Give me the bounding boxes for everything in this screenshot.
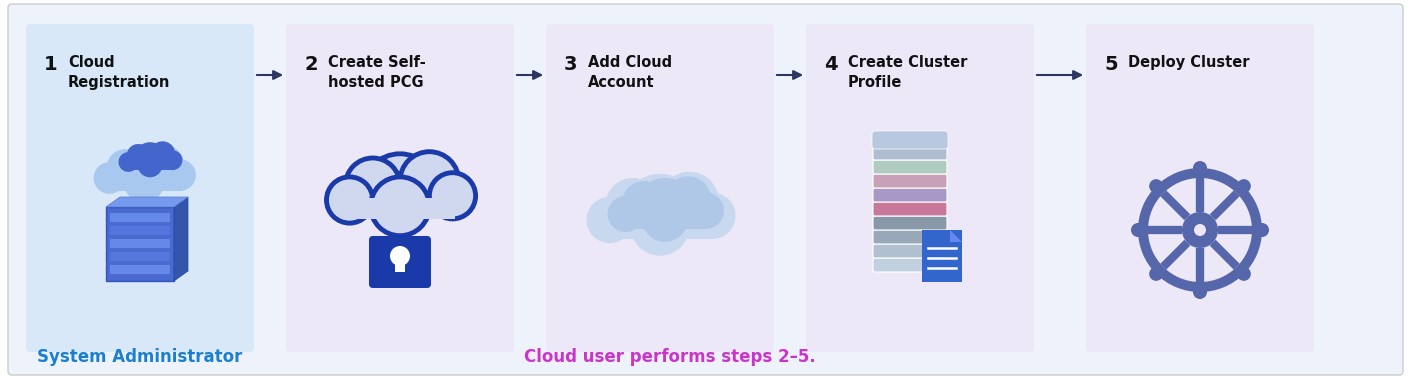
Circle shape (1182, 212, 1218, 248)
Circle shape (642, 196, 689, 242)
Bar (110, 239, 169, 248)
Circle shape (164, 159, 196, 191)
Bar (127, 161, 174, 170)
FancyBboxPatch shape (8, 4, 1403, 375)
FancyBboxPatch shape (873, 202, 947, 216)
Circle shape (144, 145, 185, 185)
Circle shape (119, 146, 169, 198)
FancyBboxPatch shape (546, 24, 775, 352)
Bar (346, 198, 454, 219)
Circle shape (608, 196, 643, 232)
FancyBboxPatch shape (25, 24, 254, 352)
Text: System Administrator: System Administrator (37, 348, 243, 366)
Circle shape (635, 178, 694, 237)
Circle shape (1237, 179, 1250, 193)
Polygon shape (174, 197, 188, 281)
FancyBboxPatch shape (872, 131, 948, 149)
Circle shape (660, 172, 718, 230)
FancyBboxPatch shape (873, 244, 947, 258)
Circle shape (150, 141, 175, 166)
FancyBboxPatch shape (873, 160, 947, 174)
FancyBboxPatch shape (806, 24, 1034, 352)
Circle shape (389, 246, 411, 266)
Text: 4: 4 (824, 55, 838, 74)
FancyBboxPatch shape (873, 146, 947, 160)
FancyBboxPatch shape (370, 236, 430, 288)
Text: 1: 1 (44, 55, 58, 74)
Circle shape (371, 177, 429, 236)
Circle shape (1194, 224, 1206, 236)
FancyBboxPatch shape (873, 230, 947, 244)
Circle shape (119, 152, 138, 172)
Circle shape (127, 144, 150, 168)
Text: Cloud user performs steps 2–5.: Cloud user performs steps 2–5. (523, 348, 816, 366)
Circle shape (429, 173, 476, 219)
Text: Cloud
Registration: Cloud Registration (68, 55, 171, 90)
Circle shape (689, 193, 724, 229)
Bar (395, 256, 405, 272)
Circle shape (1132, 223, 1144, 237)
Circle shape (107, 149, 144, 186)
Circle shape (665, 176, 711, 222)
Circle shape (1192, 285, 1206, 299)
Bar (110, 265, 169, 274)
Circle shape (587, 197, 632, 243)
FancyBboxPatch shape (286, 24, 514, 352)
Circle shape (346, 158, 399, 213)
Circle shape (137, 152, 162, 177)
FancyBboxPatch shape (921, 230, 962, 282)
FancyBboxPatch shape (873, 174, 947, 188)
Circle shape (1254, 223, 1268, 237)
Circle shape (1149, 179, 1163, 193)
Bar (107, 177, 182, 191)
Polygon shape (106, 197, 188, 207)
Circle shape (93, 162, 126, 194)
Circle shape (1237, 267, 1250, 281)
Circle shape (1149, 267, 1163, 281)
Circle shape (399, 152, 459, 210)
FancyBboxPatch shape (106, 207, 174, 281)
Text: Create Self-
hosted PCG: Create Self- hosted PCG (327, 55, 426, 90)
Circle shape (162, 150, 182, 170)
FancyBboxPatch shape (873, 216, 947, 230)
Circle shape (622, 181, 665, 224)
Bar (110, 226, 169, 235)
Text: Create Cluster
Profile: Create Cluster Profile (848, 55, 968, 90)
Circle shape (1192, 161, 1206, 175)
Bar (110, 213, 169, 222)
Circle shape (363, 154, 437, 229)
Circle shape (134, 142, 166, 175)
Bar (622, 212, 708, 229)
Text: Add Cloud
Account: Add Cloud Account (588, 55, 672, 90)
Circle shape (124, 162, 164, 202)
Circle shape (326, 177, 373, 223)
Text: 3: 3 (564, 55, 577, 74)
Text: Deploy Cluster: Deploy Cluster (1127, 55, 1250, 70)
Bar (110, 252, 169, 261)
FancyBboxPatch shape (873, 188, 947, 202)
Polygon shape (950, 230, 962, 242)
Circle shape (605, 178, 660, 233)
Circle shape (690, 193, 735, 239)
Circle shape (622, 174, 698, 249)
Text: 5: 5 (1103, 55, 1118, 74)
FancyBboxPatch shape (873, 258, 947, 272)
FancyBboxPatch shape (1086, 24, 1314, 352)
Bar (605, 218, 714, 239)
Text: 2: 2 (303, 55, 317, 74)
Circle shape (631, 197, 690, 256)
